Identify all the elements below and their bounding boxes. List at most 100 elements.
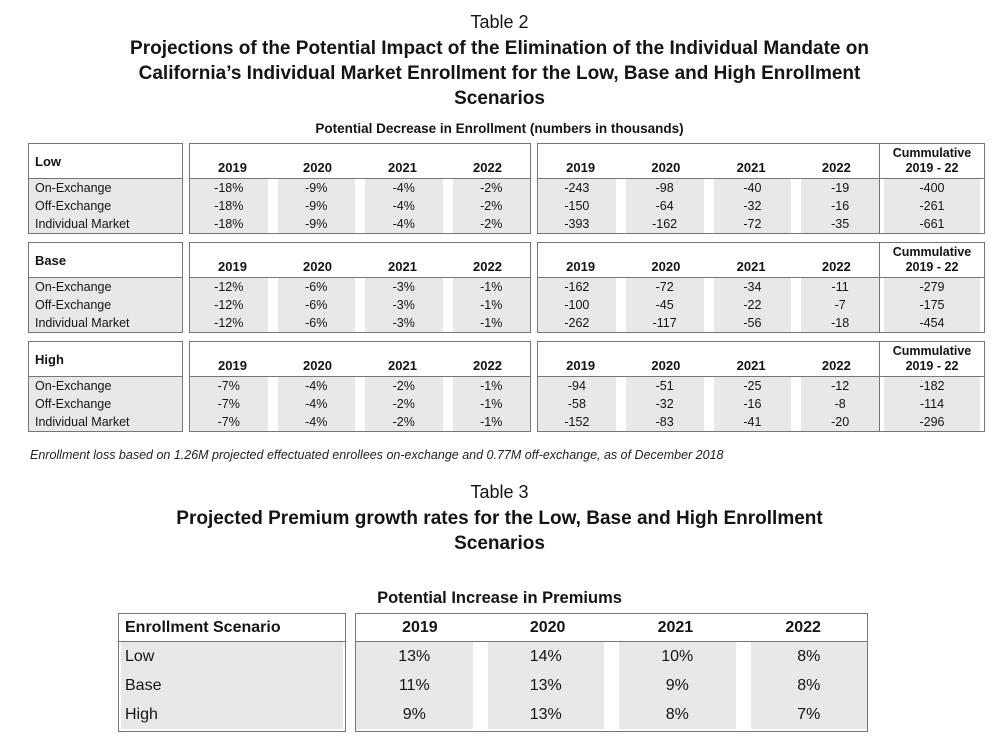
- premium-rows: 13% 14% 10% 8% 11% 13% 9% 8% 9% 13% 8% 7…: [356, 642, 867, 731]
- year-headers: 2019 2020 2021 2022: [538, 144, 879, 178]
- number-cell: -16: [713, 395, 792, 413]
- year-header: 2022: [821, 259, 851, 274]
- number-cells: -58 -32 -16 -8: [538, 395, 879, 413]
- percent-cell: -1%: [452, 413, 530, 431]
- scenario-name: Low: [29, 144, 182, 179]
- row-label-low: Low: [121, 642, 343, 671]
- table2-title-line1: Projections of the Potential Impact of t…: [130, 38, 869, 59]
- cumulative-cell: -661: [879, 215, 984, 233]
- percent-cell: -3%: [365, 314, 443, 332]
- cumulative-header-line1: Cummulative: [892, 344, 972, 358]
- year-header: 2019: [402, 618, 438, 636]
- year-header: 2022: [821, 160, 851, 175]
- table3-title: Projected Premium growth rates for the L…: [0, 506, 999, 556]
- number-cells: -152 -83 -41 -20: [538, 413, 879, 431]
- table3-title-line2: Scenarios: [454, 533, 545, 554]
- percent-cell: -4%: [365, 197, 443, 215]
- year-header-row: 2019 2020 2021 2022: [356, 614, 867, 642]
- percent-cell: -1%: [452, 278, 530, 296]
- scenario-label-box: High On-Exchange Off-Exchange Individual…: [28, 341, 183, 432]
- premium-cell: 9%: [356, 700, 473, 729]
- numbers-header-row: 2019 2020 2021 2022 Cummulative 2019 - 2…: [538, 342, 984, 377]
- cumulative-header: Cummulative 2019 - 22: [879, 144, 984, 178]
- percent-cell: -1%: [452, 314, 530, 332]
- number-cell: -58: [538, 395, 616, 413]
- year-headers: 2019 2020 2021 2022: [538, 243, 879, 277]
- year-header: 2020: [303, 358, 332, 373]
- table-row: -243 -98 -40 -19 -400: [538, 179, 984, 197]
- premium-values-box: 2019 2020 2021 2022 13% 14% 10% 8% 11% 1…: [355, 613, 868, 732]
- table3-title-line1: Projected Premium growth rates for the L…: [176, 508, 823, 529]
- table-row: -393 -162 -72 -35 -661: [538, 215, 984, 233]
- premium-cell: 14%: [487, 642, 604, 671]
- number-cell: -35: [801, 215, 879, 233]
- table-row: -7% -4% -2% -1%: [190, 413, 530, 431]
- premium-cell: 8%: [750, 642, 867, 671]
- number-cell: -20: [801, 413, 879, 431]
- year-header: 2019: [566, 358, 596, 373]
- premium-cell: 13%: [487, 671, 604, 700]
- cumulative-cell: -400: [879, 179, 984, 197]
- number-cells: -393 -162 -72 -35: [538, 215, 879, 233]
- scenario-band-high: High On-Exchange Off-Exchange Individual…: [28, 341, 985, 432]
- table2-footnote: Enrollment loss based on 1.26M projected…: [30, 448, 724, 462]
- table-row: -150 -64 -32 -16 -261: [538, 197, 984, 215]
- row-label-off-exchange: Off-Exchange: [29, 395, 182, 413]
- percent-cell: -4%: [277, 377, 355, 395]
- row-label-on-exchange: On-Exchange: [29, 377, 182, 395]
- scenario-label-box: Low On-Exchange Off-Exchange Individual …: [28, 143, 183, 234]
- percent-cell: -4%: [365, 215, 443, 233]
- scenario-column-box: Enrollment Scenario Low Base High: [118, 613, 346, 732]
- scenario-rows: Low Base High: [119, 642, 345, 731]
- year-header: 2021: [736, 160, 766, 175]
- table-row: -18% -9% -4% -2%: [190, 197, 530, 215]
- year-header: 2022: [821, 358, 851, 373]
- number-cell: -83: [625, 413, 704, 431]
- table2-title-line2: California’s Individual Market Enrollmen…: [138, 63, 861, 84]
- year-header: 2022: [473, 358, 502, 373]
- year-header: 2020: [303, 160, 332, 175]
- year-header: 2022: [473, 160, 502, 175]
- premium-cell: 13%: [487, 700, 604, 729]
- number-cell: -64: [625, 197, 704, 215]
- row-label-off-exchange: Off-Exchange: [29, 197, 182, 215]
- number-cell: -98: [625, 179, 704, 197]
- year-header: 2021: [388, 160, 417, 175]
- table-row: -162 -72 -34 -11 -279: [538, 278, 984, 296]
- number-cell: -94: [538, 377, 616, 395]
- enrollment-numbers-block: 2019 2020 2021 2022 Cummulative 2019 - 2…: [537, 341, 985, 432]
- enrollment-numbers-block: 2019 2020 2021 2022 Cummulative 2019 - 2…: [537, 143, 985, 234]
- percent-cell: -9%: [277, 215, 355, 233]
- percent-change-block: 2019 2020 2021 2022 -18% -9% -4% -2% -18…: [189, 143, 531, 234]
- table2-title-line3: Scenarios: [454, 88, 545, 109]
- table3-label: Table 3: [470, 482, 529, 502]
- year-header: 2021: [736, 358, 766, 373]
- percent-cell: -4%: [365, 179, 443, 197]
- year-header: 2020: [529, 618, 566, 636]
- table2-title: Projections of the Potential Impact of t…: [0, 36, 999, 111]
- number-cell: -34: [713, 278, 792, 296]
- table-row: -7% -4% -2% -1%: [190, 395, 530, 413]
- premium-growth-table: Enrollment Scenario Low Base High 2019 2…: [118, 613, 999, 732]
- premium-cell: 10%: [619, 642, 736, 671]
- table-row: -12% -6% -3% -1%: [190, 278, 530, 296]
- table-row: -94 -51 -25 -12 -182: [538, 377, 984, 395]
- percent-cell: -1%: [452, 296, 530, 314]
- row-label-individual-market: Individual Market: [29, 215, 182, 233]
- premium-cell: 8%: [750, 671, 867, 700]
- cumulative-cell: -182: [879, 377, 984, 395]
- percent-cell: -1%: [452, 377, 530, 395]
- number-cell: -8: [801, 395, 879, 413]
- numbers-header-row: 2019 2020 2021 2022 Cummulative 2019 - 2…: [538, 243, 984, 278]
- enrollment-impact-table: Low On-Exchange Off-Exchange Individual …: [28, 143, 985, 432]
- scenario-name: Base: [29, 243, 182, 278]
- percent-cell: -2%: [365, 377, 443, 395]
- percent-cell: -6%: [277, 296, 355, 314]
- table-row: 13% 14% 10% 8%: [356, 642, 867, 671]
- year-header: 2019: [218, 259, 247, 274]
- row-label-individual-market: Individual Market: [29, 314, 182, 332]
- number-cell: -262: [538, 314, 616, 332]
- percent-change-block: 2019 2020 2021 2022 -12% -6% -3% -1% -12…: [189, 242, 531, 333]
- scenario-label-box: Base On-Exchange Off-Exchange Individual…: [28, 242, 183, 333]
- row-label-on-exchange: On-Exchange: [29, 278, 182, 296]
